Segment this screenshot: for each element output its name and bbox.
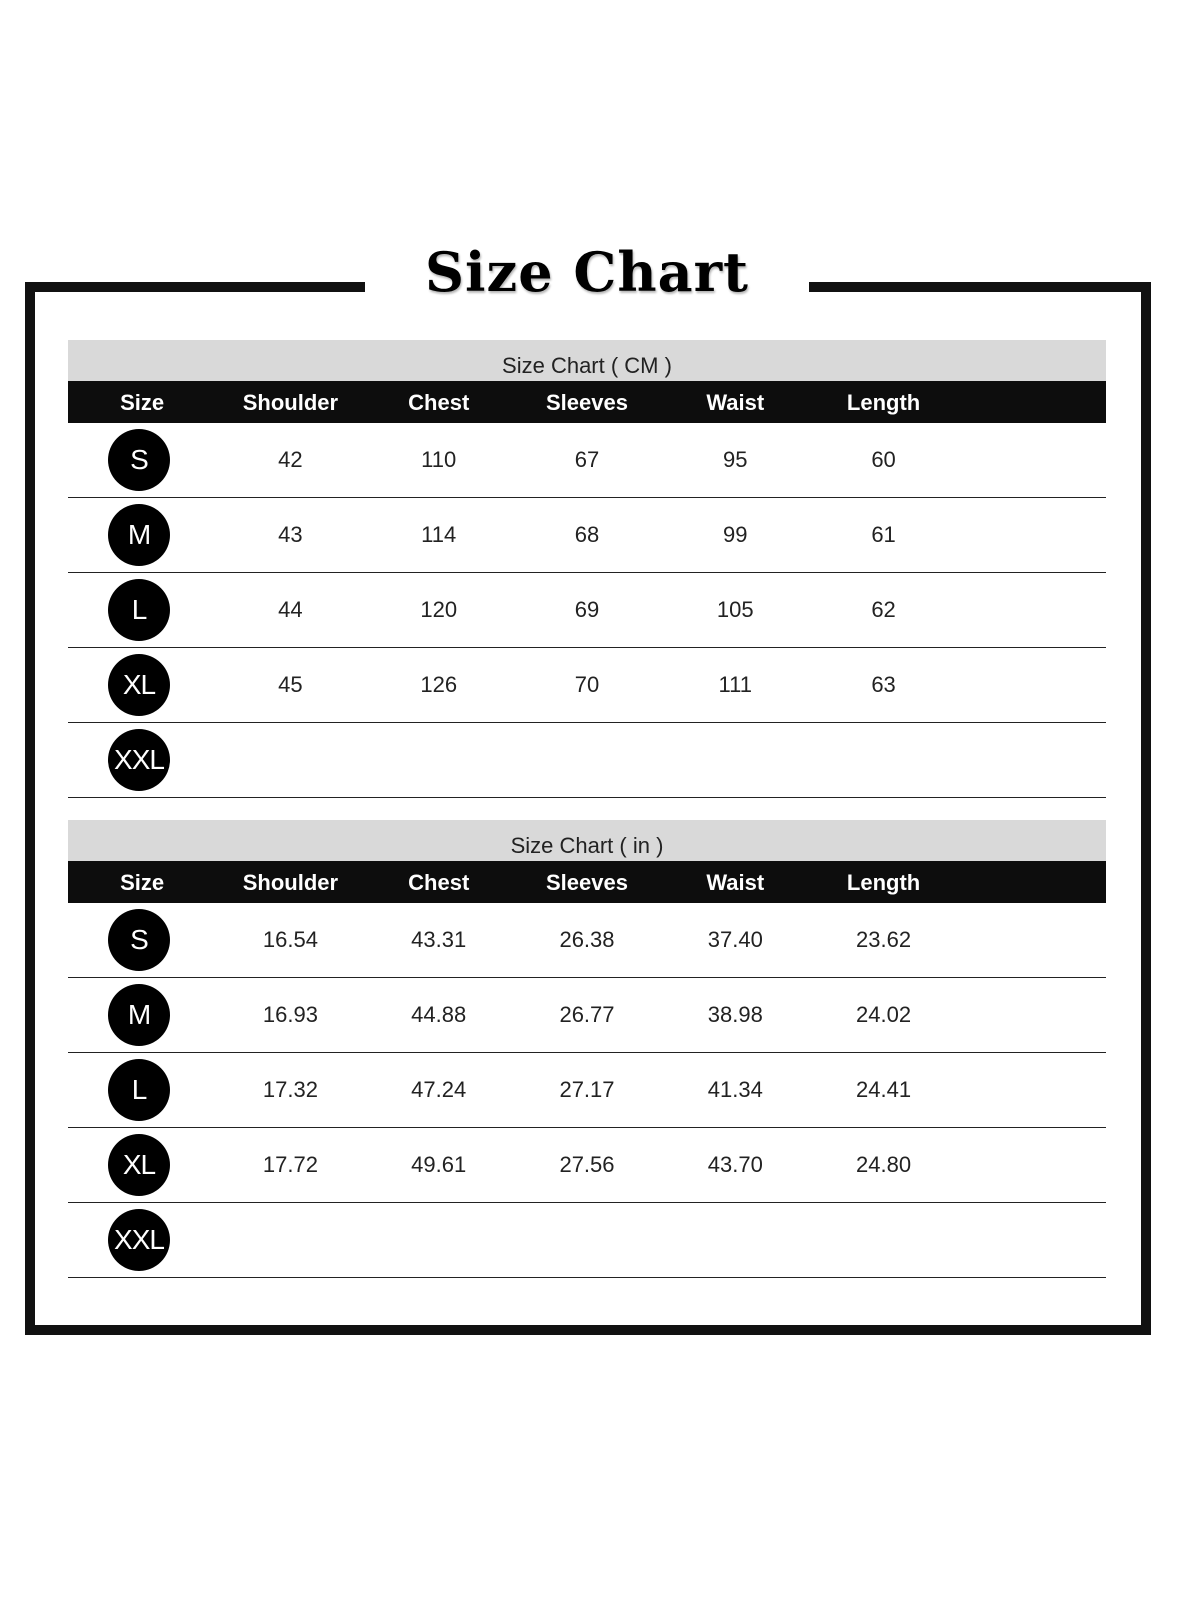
- table-row: L 44 120 69 105 62: [68, 573, 1106, 648]
- value-cell: 24.80: [856, 1152, 912, 1177]
- value-cell: 26.38: [559, 927, 615, 952]
- column-header: Chest: [408, 390, 470, 415]
- table-header-row: Size Shoulder Chest Sleeves Waist Length: [68, 861, 1106, 903]
- column-header-empty: [958, 861, 1106, 905]
- size-badge: XXL: [108, 729, 170, 791]
- value-cell: 44: [278, 597, 303, 622]
- value-cell: 42: [278, 447, 303, 472]
- table-row: L 17.32 47.24 27.17 41.34 24.41: [68, 1053, 1106, 1128]
- table-row: S 16.54 43.31 26.38 37.40 23.62: [68, 903, 1106, 978]
- value-cell: 70: [574, 672, 600, 697]
- value-cell: 26.77: [559, 1002, 615, 1027]
- value-cell: 38.98: [707, 1002, 763, 1027]
- value-cell: 67: [574, 447, 600, 472]
- value-cell: 27.56: [559, 1152, 615, 1177]
- column-header: Waist: [706, 390, 765, 415]
- table-caption: Size Chart ( CM ): [68, 340, 1106, 381]
- value-cell: 43.70: [707, 1152, 763, 1177]
- size-badge: XXL: [108, 1209, 170, 1271]
- value-cell: 43: [278, 522, 303, 547]
- table-caption: Size Chart ( in ): [68, 820, 1106, 861]
- value-cell: 23.62: [856, 927, 912, 952]
- frame-title-gap: [365, 270, 809, 300]
- size-badge: XL: [108, 1134, 170, 1196]
- table-row: XL 17.72 49.61 27.56 43.70 24.80: [68, 1128, 1106, 1203]
- table-row: S 42 110 67 95 60: [68, 423, 1106, 498]
- value-cell: 68: [574, 522, 600, 547]
- column-header: Length: [846, 390, 921, 415]
- value-cell: 61: [871, 522, 896, 547]
- size-badge: XL: [108, 654, 170, 716]
- size-cell: XXL: [68, 1209, 216, 1271]
- value-cell: 110: [421, 447, 457, 472]
- size-cell: L: [68, 579, 216, 641]
- value-cell: 27.17: [559, 1077, 615, 1102]
- value-cell: 43.31: [411, 927, 467, 952]
- value-cell: 60: [871, 447, 896, 472]
- value-cell: 16.93: [262, 1002, 318, 1027]
- size-badge: L: [108, 1059, 170, 1121]
- column-header-empty: [958, 381, 1106, 425]
- value-cell: 41.34: [707, 1077, 763, 1102]
- table-row: M 16.93 44.88 26.77 38.98 24.02: [68, 978, 1106, 1053]
- table-header-row: Size Shoulder Chest Sleeves Waist Length: [68, 381, 1106, 423]
- value-cell: 24.02: [856, 1002, 912, 1027]
- column-header: Shoulder: [242, 870, 339, 895]
- value-cell: 69: [574, 597, 600, 622]
- column-header: Size: [120, 870, 165, 895]
- value-cell: 99: [723, 522, 748, 547]
- value-cell: 114: [421, 522, 457, 547]
- value-cell: 45: [278, 672, 303, 697]
- size-cell: S: [68, 909, 216, 971]
- size-cell: L: [68, 1059, 216, 1121]
- value-cell: 120: [420, 597, 458, 622]
- value-cell: 105: [716, 597, 754, 622]
- value-cell: 62: [871, 597, 896, 622]
- value-cell: 63: [871, 672, 896, 697]
- size-badge: S: [108, 429, 170, 491]
- value-cell: 16.54: [262, 927, 318, 952]
- value-cell: 44.88: [411, 1002, 467, 1027]
- value-cell: 111: [718, 672, 752, 697]
- column-header: Shoulder: [242, 390, 339, 415]
- size-cell: M: [68, 984, 216, 1046]
- column-header: Sleeves: [546, 390, 628, 415]
- value-cell: 95: [723, 447, 748, 472]
- column-header: Size: [120, 390, 165, 415]
- column-header: Sleeves: [546, 870, 628, 895]
- size-badge: L: [108, 579, 170, 641]
- size-badge: S: [108, 909, 170, 971]
- column-header: Length: [846, 870, 921, 895]
- size-cell: XL: [68, 654, 216, 716]
- table-row: XXL: [68, 723, 1106, 798]
- size-cell: S: [68, 429, 216, 491]
- column-header: Waist: [706, 870, 765, 895]
- size-cell: XL: [68, 1134, 216, 1196]
- value-cell: 17.72: [262, 1152, 318, 1177]
- value-cell: 24.41: [856, 1077, 912, 1102]
- value-cell: 126: [420, 672, 458, 697]
- value-cell: 47.24: [411, 1077, 467, 1102]
- size-table-cm: Size Chart ( CM ) Size Shoulder Chest Sleeve…: [68, 340, 1106, 798]
- size-table-in: Size Chart ( in ) Size Shoulder Chest Sleeve…: [68, 820, 1106, 1278]
- column-header: Chest: [408, 870, 470, 895]
- value-cell: 17.32: [262, 1077, 318, 1102]
- table-row: XXL: [68, 1203, 1106, 1278]
- table-row: M 43 114 68 99 61: [68, 498, 1106, 573]
- size-cell: XXL: [68, 729, 216, 791]
- value-cell: 37.40: [707, 927, 763, 952]
- page-title: Size Chart: [425, 240, 749, 304]
- table-row: XL 45 126 70 111 63: [68, 648, 1106, 723]
- value-cell: 49.61: [411, 1152, 467, 1177]
- size-badge: M: [108, 984, 170, 1046]
- size-badge: M: [108, 504, 170, 566]
- size-cell: M: [68, 504, 216, 566]
